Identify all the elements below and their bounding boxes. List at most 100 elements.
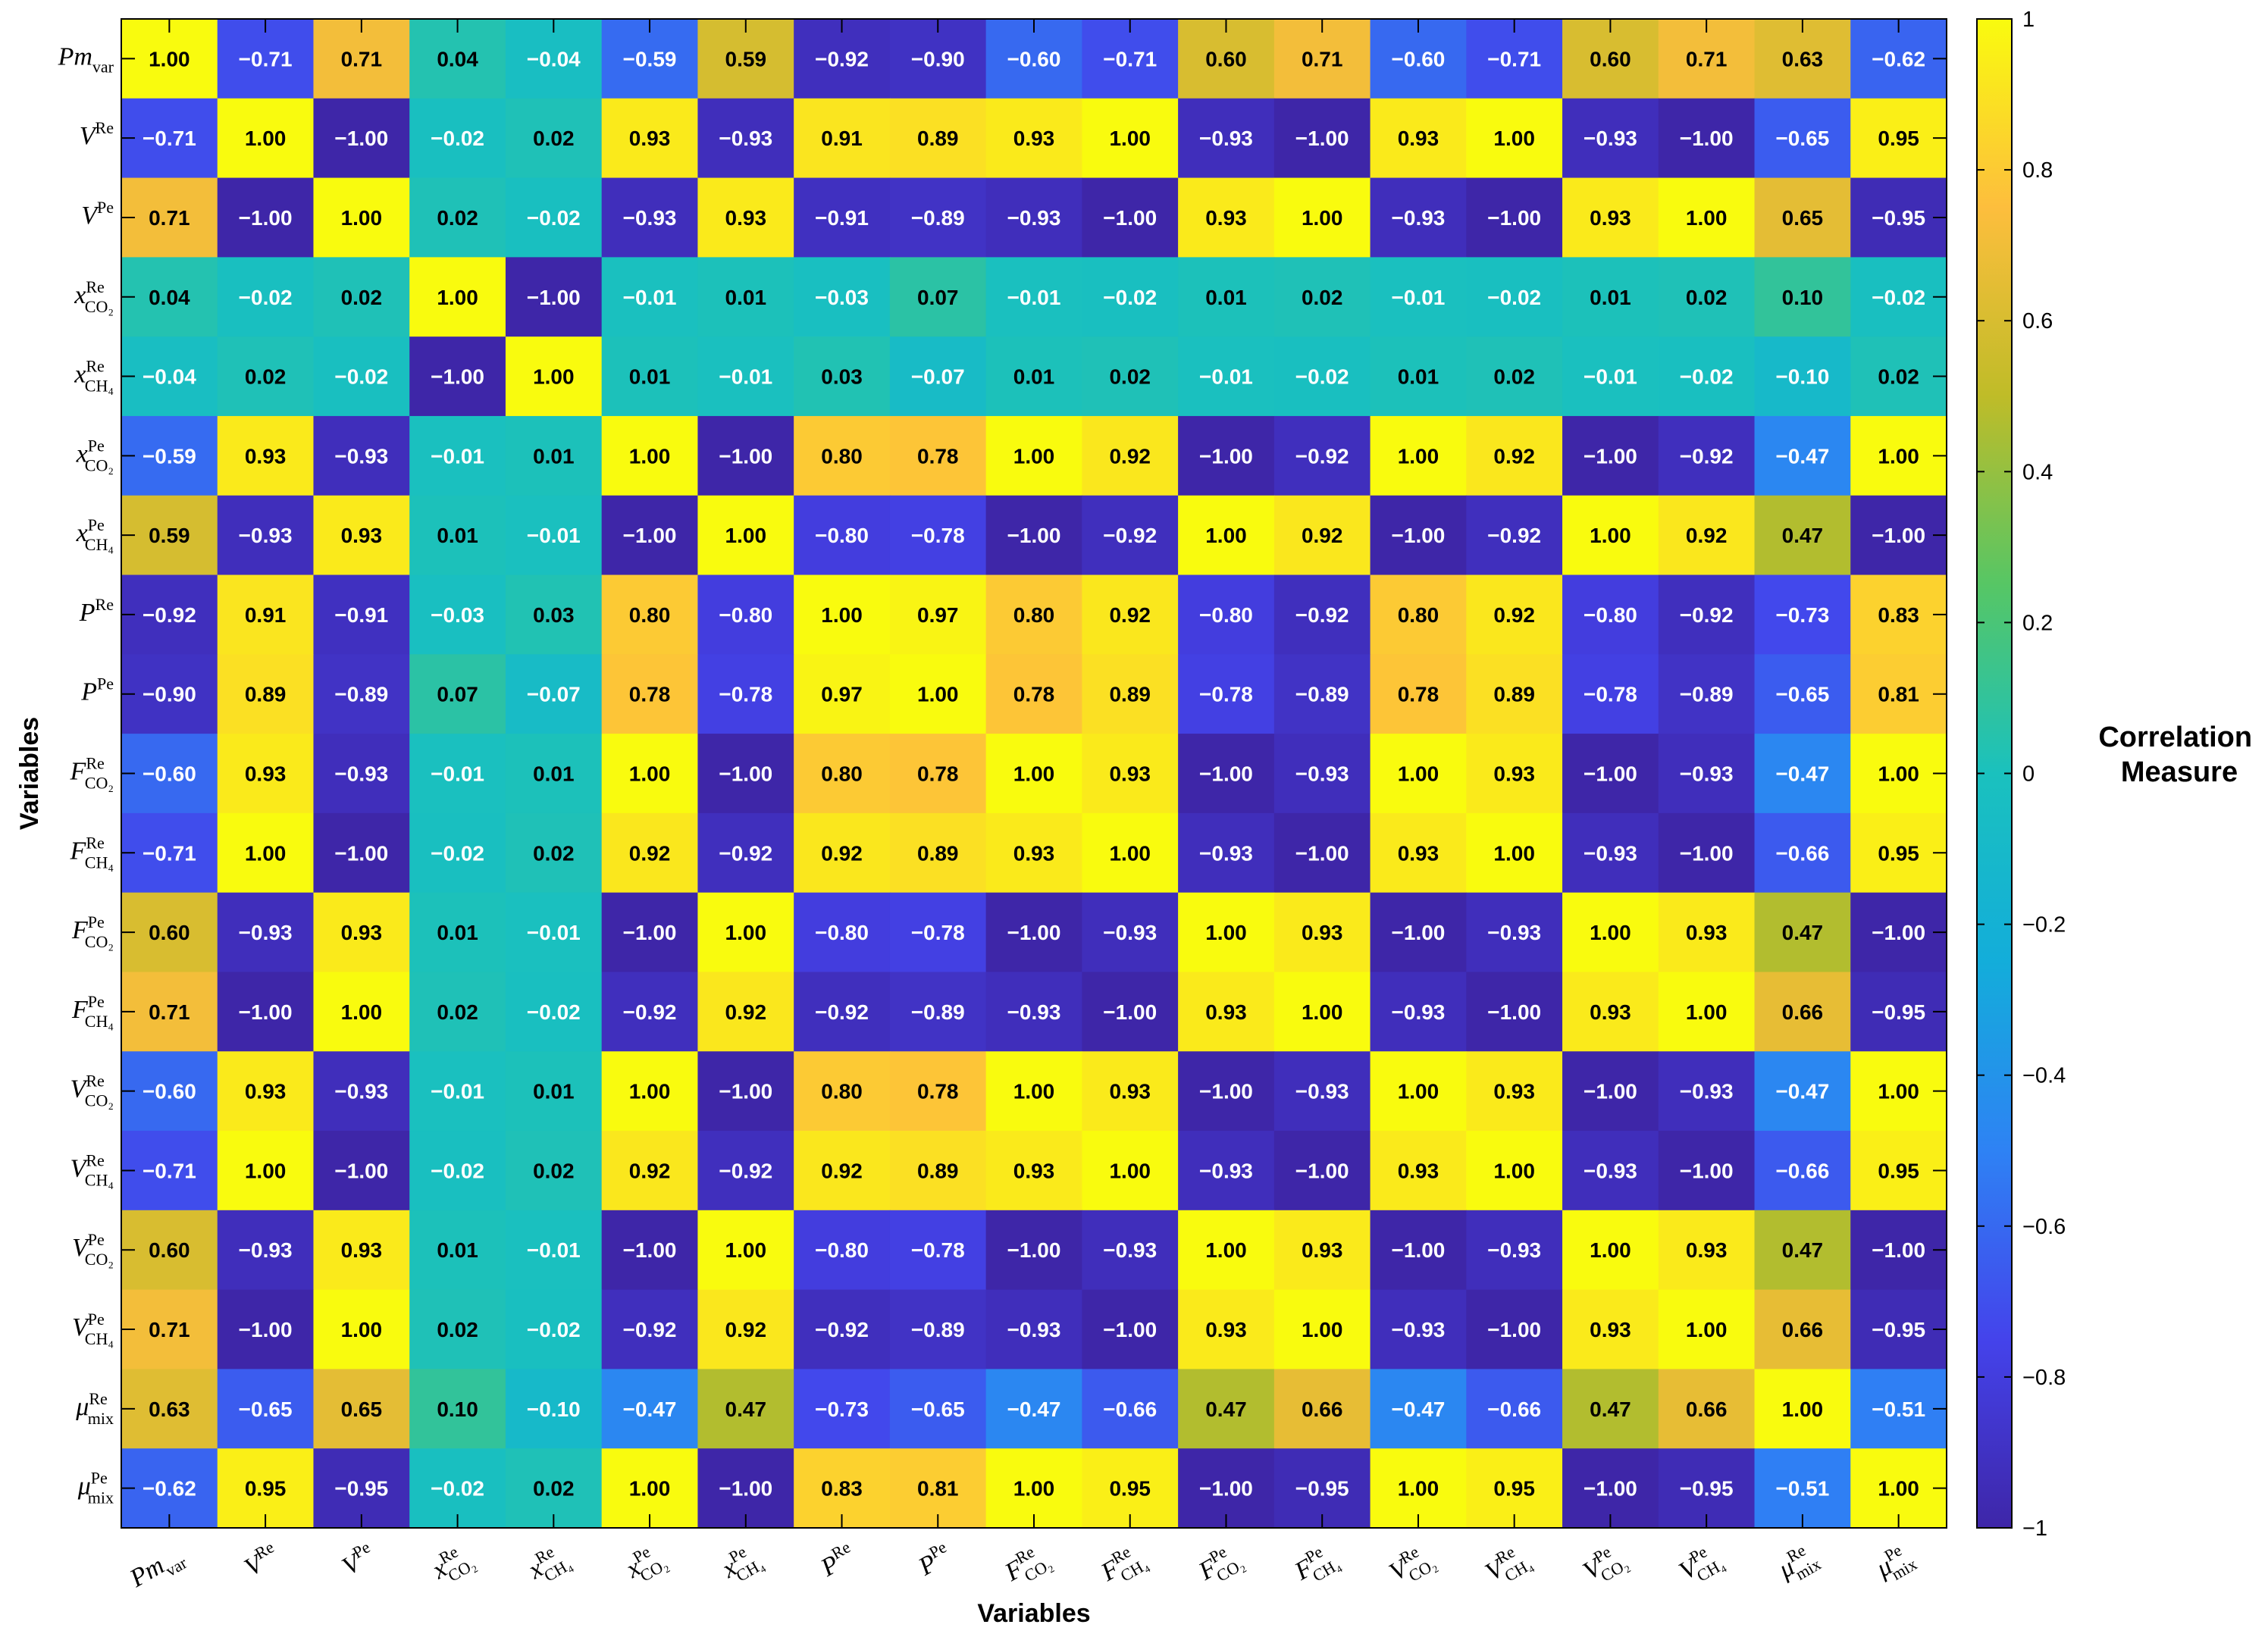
cell-value-label: 0.47 bbox=[725, 1398, 767, 1421]
cell-value-label: −0.93 bbox=[1007, 1318, 1061, 1341]
cell-value-label: 0.93 bbox=[1302, 1238, 1343, 1262]
heatmap-cell-17-13 bbox=[1370, 1369, 1467, 1449]
cell-value-label: −0.65 bbox=[911, 1398, 965, 1421]
heatmap-cell-1-18 bbox=[1850, 98, 1947, 179]
heatmap-cell-10-16 bbox=[1658, 812, 1756, 894]
cell-value-label: 0.02 bbox=[1878, 365, 1919, 389]
cell-value-label: −1.00 bbox=[1392, 524, 1446, 547]
cell-value-label: −1.00 bbox=[1295, 127, 1349, 150]
cell-value-label: −0.71 bbox=[1487, 47, 1541, 70]
heatmap-cell-7-6 bbox=[697, 574, 794, 655]
cell-value-label: 0.93 bbox=[1013, 127, 1055, 150]
x-tick-label: FReCH₄ bbox=[1094, 1538, 1151, 1593]
cell-value-label: 0.78 bbox=[629, 683, 671, 706]
x-tick-label: PRe bbox=[813, 1538, 860, 1582]
cell-value-label: −0.78 bbox=[911, 524, 965, 547]
heatmap-cell-8-0 bbox=[121, 654, 218, 734]
cell-value-label: −0.10 bbox=[527, 1398, 581, 1421]
heatmap-cell-14-12 bbox=[1273, 1131, 1371, 1211]
heatmap-cell-13-8 bbox=[889, 1051, 987, 1132]
cell-value-label: 0.93 bbox=[1590, 1000, 1631, 1024]
cell-value-label: 0.02 bbox=[437, 1000, 478, 1024]
y-tick-label: VRe CO₂ bbox=[70, 1072, 114, 1110]
heatmap-cell-6-11 bbox=[1178, 495, 1275, 576]
cell-value-label: 0.01 bbox=[533, 444, 575, 468]
heatmap-cell-6-12 bbox=[1273, 495, 1371, 576]
cell-value-label: −0.89 bbox=[1295, 683, 1349, 706]
heatmap-cell-10-9 bbox=[985, 812, 1082, 894]
heatmap-cell-1-1 bbox=[217, 98, 315, 179]
heatmap-cell-7-17 bbox=[1754, 574, 1851, 655]
heatmap-cell-15-4 bbox=[505, 1210, 603, 1291]
heatmap-cell-7-8 bbox=[889, 574, 987, 655]
cell-value-label: −1.00 bbox=[1487, 206, 1541, 230]
heatmap-cell-9-7 bbox=[794, 734, 891, 814]
heatmap-cell-10-5 bbox=[601, 812, 699, 894]
heatmap-cell-6-17 bbox=[1754, 495, 1851, 576]
heatmap-cell-16-3 bbox=[409, 1289, 506, 1370]
heatmap-cell-15-18 bbox=[1850, 1210, 1947, 1291]
cell-value-label: −0.10 bbox=[1775, 365, 1829, 389]
cell-value-label: −0.01 bbox=[1584, 365, 1637, 389]
heatmap-cell-10-3 bbox=[409, 812, 506, 894]
heatmap-cell-1-8 bbox=[889, 98, 987, 179]
heatmap-cell-14-10 bbox=[1082, 1131, 1179, 1211]
cell-value-label: 1.00 bbox=[725, 1238, 767, 1262]
heatmap-cell-3-14 bbox=[1466, 257, 1563, 337]
heatmap-cell-12-8 bbox=[889, 972, 987, 1052]
heatmap-cell-2-16 bbox=[1658, 177, 1756, 258]
heatmap-cell-10-10 bbox=[1082, 812, 1179, 894]
cell-value-label: −1.00 bbox=[719, 1477, 772, 1501]
heatmap-cell-9-6 bbox=[697, 734, 794, 814]
cell-value-label: −0.93 bbox=[1584, 127, 1637, 150]
heatmap-cell-7-12 bbox=[1273, 574, 1371, 655]
cell-value-label: 0.66 bbox=[1782, 1000, 1824, 1024]
heatmap-cell-9-2 bbox=[313, 734, 410, 814]
cell-value-label: 0.80 bbox=[821, 1080, 863, 1103]
cell-value-label: 0.03 bbox=[821, 365, 863, 389]
cell-value-label: −0.90 bbox=[911, 47, 965, 70]
heatmap-cell-11-0 bbox=[121, 892, 218, 973]
cell-value-label: −1.00 bbox=[1295, 841, 1349, 865]
x-tick-label: xReCO₂ bbox=[425, 1538, 479, 1592]
heatmap-cell-10-2 bbox=[313, 812, 410, 894]
cell-value-label: −1.00 bbox=[1872, 1238, 1925, 1262]
heatmap-cell-11-1 bbox=[217, 892, 315, 973]
heatmap-cell-5-4 bbox=[505, 415, 603, 496]
cell-value-label: −0.66 bbox=[1487, 1398, 1541, 1421]
cell-value-label: −0.93 bbox=[1487, 921, 1541, 944]
heatmap-cell-12-7 bbox=[794, 972, 891, 1052]
cell-value-label: −0.91 bbox=[334, 603, 388, 627]
heatmap-cell-15-11 bbox=[1178, 1210, 1275, 1291]
cell-value-label: 1.00 bbox=[341, 206, 383, 230]
cell-value-label: −1.00 bbox=[1487, 1318, 1541, 1341]
cell-value-label: 0.92 bbox=[821, 1159, 863, 1182]
heatmap-cell-11-5 bbox=[601, 892, 699, 973]
cell-value-label: 0.93 bbox=[1205, 1000, 1247, 1024]
heatmap-cell-10-6 bbox=[697, 812, 794, 894]
heatmap-cell-3-9 bbox=[985, 257, 1082, 337]
cell-value-label: −0.65 bbox=[1775, 127, 1829, 150]
heatmap-cell-2-13 bbox=[1370, 177, 1467, 258]
cell-value-label: 1.00 bbox=[629, 444, 671, 468]
heatmap-cell-2-8 bbox=[889, 177, 987, 258]
cell-value-label: 0.92 bbox=[1493, 603, 1535, 627]
heatmap-cell-5-17 bbox=[1754, 415, 1851, 496]
x-tick-labels: Pmvar VRe VPe xReCO₂ xReCH₄ xPeCO₂ xPeCH₄ PRe PP… bbox=[124, 1538, 1920, 1594]
cell-value-label: 0.89 bbox=[245, 683, 287, 706]
cell-value-label: −0.02 bbox=[1487, 286, 1541, 309]
cell-value-label: 0.93 bbox=[725, 206, 767, 230]
heatmap-cell-12-10 bbox=[1082, 972, 1179, 1052]
heatmap-cell-15-7 bbox=[794, 1210, 891, 1291]
cell-value-label: −1.00 bbox=[623, 524, 677, 547]
heatmap-cell-1-2 bbox=[313, 98, 410, 179]
cell-value-label: −0.80 bbox=[719, 603, 772, 627]
colorbar-tick-label: 1 bbox=[2022, 8, 2035, 32]
heatmap-cell-6-14 bbox=[1466, 495, 1563, 576]
heatmap-cell-17-17 bbox=[1754, 1369, 1851, 1449]
y-tick-label: VPe bbox=[81, 198, 114, 230]
heatmap-cell-7-16 bbox=[1658, 574, 1756, 655]
cell-value-label: −0.92 bbox=[815, 1318, 869, 1341]
heatmap-cell-11-7 bbox=[794, 892, 891, 973]
colorbar: 1 0.8 0.6 0.4 0.2 0 −0.2 −0.4 −0.6 −0.8 −1 Correla… bbox=[1976, 8, 2252, 1541]
